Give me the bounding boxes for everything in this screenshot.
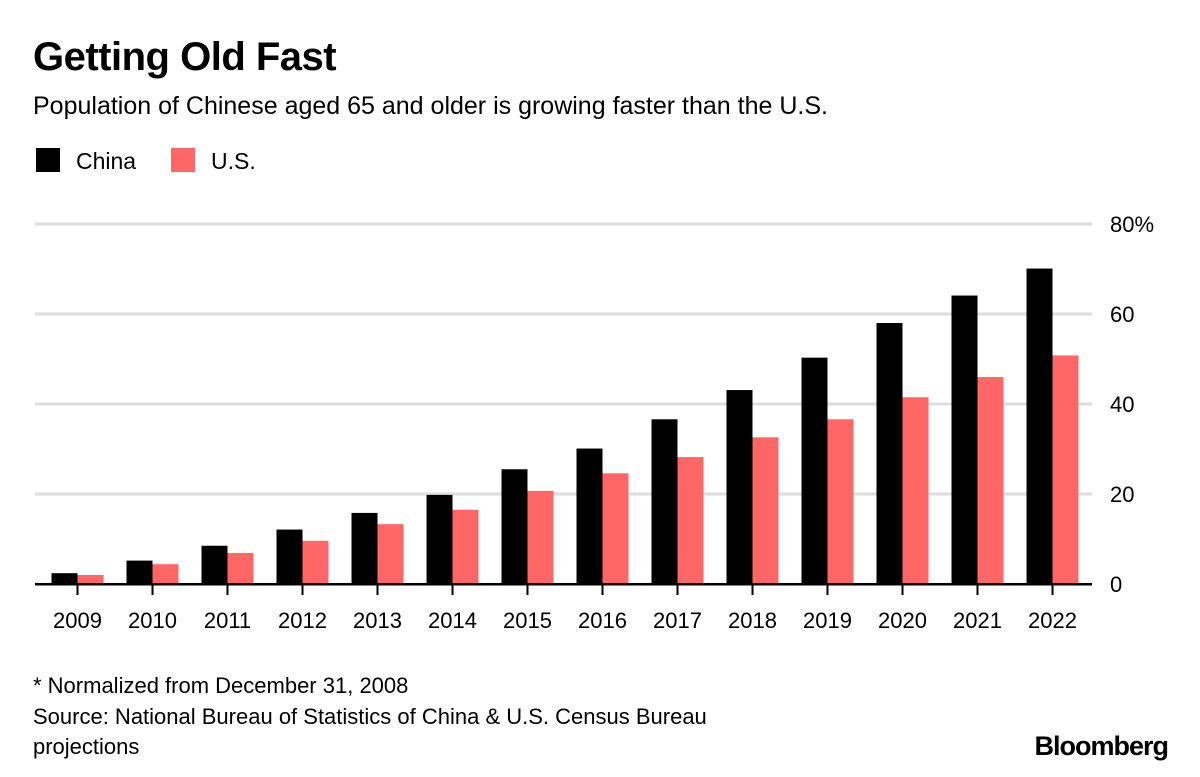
x-tick [151, 584, 154, 595]
x-tick [1051, 584, 1054, 595]
y-tick-label: 0 [1110, 572, 1122, 597]
bar-china-2010 [126, 560, 153, 584]
x-tick [376, 584, 379, 595]
bar-china-2019 [801, 357, 828, 584]
x-tick-label: 2018 [728, 608, 777, 633]
bar-us-2016 [602, 473, 629, 584]
x-tick [526, 584, 529, 595]
x-tick-label: 2013 [353, 608, 402, 633]
x-tick-label: 2014 [428, 608, 477, 633]
bar-us-2021 [977, 377, 1004, 584]
y-tick-label: 40 [1110, 392, 1134, 417]
bar-us-2019 [827, 419, 854, 584]
x-tick [451, 584, 454, 595]
bar-us-2020 [902, 397, 929, 584]
bar-china-2017 [651, 419, 678, 584]
x-tick-label: 2012 [278, 608, 327, 633]
gridlines [35, 222, 1092, 496]
bar-us-2018 [752, 437, 779, 584]
gridline [35, 222, 1092, 226]
source-line-1: Source: National Bureau of Statistics of… [33, 704, 707, 729]
x-tick-label: 2015 [503, 608, 552, 633]
legend-label-us: U.S. [211, 148, 256, 174]
legend-swatch-us [171, 148, 195, 172]
bar-us-2014 [452, 509, 479, 584]
x-tick [76, 584, 79, 595]
x-axis-line [35, 583, 1092, 586]
bar-china-2012 [276, 529, 303, 584]
bars [51, 268, 1079, 584]
x-tick-label: 2019 [803, 608, 852, 633]
bar-us-2011 [227, 552, 254, 584]
gridline [35, 312, 1092, 316]
x-tick-label: 2011 [204, 608, 251, 633]
x-tick [601, 584, 604, 595]
x-tick-label: 2022 [1028, 608, 1077, 633]
bar-china-2020 [876, 323, 903, 584]
bar-us-2015 [527, 490, 554, 584]
x-tick-label: 2021 [953, 608, 1002, 633]
gridline [35, 402, 1092, 406]
legend: China U.S. [36, 148, 256, 174]
chart-title: Getting Old Fast [33, 35, 336, 79]
bar-china-2015 [501, 469, 528, 584]
y-tick-label: 80% [1110, 212, 1154, 237]
source-line-2: projections [33, 734, 139, 759]
x-tick-label: 2009 [53, 608, 102, 633]
bar-us-2009 [77, 575, 104, 584]
y-tick-label: 20 [1110, 482, 1134, 507]
x-tick-label: 2020 [878, 608, 927, 633]
bar-us-2012 [302, 540, 329, 584]
chart-subtitle: Population of Chinese aged 65 and older … [33, 92, 828, 120]
bloomberg-logo: Bloomberg [1034, 731, 1168, 761]
footnote: * Normalized from December 31, 2008 [33, 673, 408, 698]
bar-china-2013 [351, 512, 378, 584]
x-tick [901, 584, 904, 595]
bar-china-2014 [426, 494, 453, 584]
y-axis: 0 20 40 60 80% [1110, 212, 1154, 597]
x-tick-label: 2010 [128, 608, 177, 633]
bar-us-2022 [1052, 355, 1079, 584]
bar-china-2022 [1026, 268, 1053, 584]
x-tick [976, 584, 979, 595]
x-tick [301, 584, 304, 595]
bar-us-2010 [152, 564, 179, 584]
bar-china-2021 [951, 295, 978, 584]
x-tick [226, 584, 229, 595]
legend-label-china: China [76, 148, 136, 174]
x-tick-label: 2016 [578, 608, 627, 633]
legend-swatch-china [36, 148, 60, 172]
x-tick [751, 584, 754, 595]
x-axis: 2009 2010 2011 2012 2013 2014 2015 2016 2017 2018… [35, 583, 1092, 633]
gridline [35, 492, 1092, 496]
x-tick [826, 584, 829, 595]
bar-us-2017 [677, 457, 704, 584]
bar-china-2011 [201, 545, 228, 584]
bar-china-2018 [726, 390, 753, 584]
bar-us-2013 [377, 524, 404, 584]
x-tick-label: 2017 [653, 608, 702, 633]
bar-china-2009 [51, 573, 78, 584]
x-tick [676, 584, 679, 595]
bar-china-2016 [576, 448, 603, 584]
y-tick-label: 60 [1110, 302, 1134, 327]
